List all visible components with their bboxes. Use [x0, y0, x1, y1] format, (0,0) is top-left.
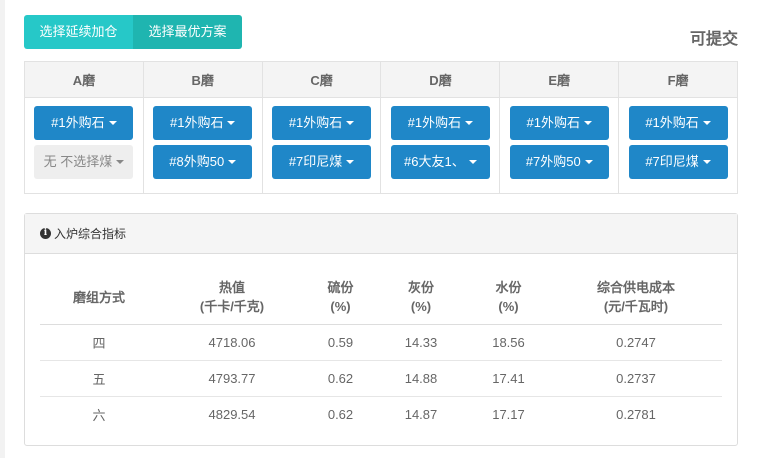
coal-select-dropdown[interactable]: #7外购50 [509, 145, 609, 179]
column-header: 综合供电成本 (元/千瓦时) [550, 271, 722, 325]
caret-down-icon [583, 121, 592, 125]
caret-down-icon [346, 121, 355, 125]
mill-header: A磨 [24, 61, 144, 98]
caret-down-icon [346, 160, 355, 164]
header-unit: (%) [498, 299, 519, 315]
coal-select-label: #6大友1、 [404, 154, 465, 169]
caret-down-icon [465, 121, 474, 125]
panel-title: 入炉综合指标 [54, 227, 127, 241]
mill-header: B磨 [142, 61, 263, 98]
table-cell: 五 [40, 360, 158, 397]
table-row: 六 4829.54 0.62 14.87 17.17 0.2781 [40, 396, 722, 432]
caret-down-icon [468, 160, 477, 164]
caret-down-icon [116, 160, 125, 164]
coal-select-dropdown[interactable]: #7印尼煤 [272, 145, 372, 179]
submit-status: 可提交 [689, 31, 738, 48]
coal-select-dropdown[interactable]: #1外购石 [153, 106, 253, 140]
left-edge [0, 0, 5, 458]
indicators-table: 磨组方式 热值 (千卡/千克) 硫份 (%) 灰份 (%) 水份 (%) 综合供电成本 (元/千瓦时… [40, 271, 722, 432]
caret-down-icon [227, 121, 236, 125]
header-name: 灰份 [407, 280, 434, 296]
coal-select-label: #7印尼煤 [645, 154, 699, 169]
column-header: 热值 (千卡/千克) [158, 271, 306, 325]
coal-select-dropdown[interactable]: #8外购50 [153, 145, 253, 179]
header-unit: (千卡/千克) [199, 299, 265, 315]
mill-header: C磨 [261, 61, 382, 98]
furnace-indicators-panel: i 入炉综合指标 磨组方式 热值 (千卡/千克) 硫份 (%) 灰份 (%) 水份 (%) 综合供… [24, 213, 738, 446]
column-header: 水份 (%) [467, 271, 550, 325]
table-cell: 0.2747 [550, 324, 722, 361]
header-unit: (%) [330, 299, 351, 315]
table-cell: 0.59 [306, 324, 375, 361]
header-name: 综合供电成本 [596, 280, 675, 296]
table-cell: 0.62 [306, 360, 375, 397]
mill-cell: #1外购石 #8外购50 [142, 97, 263, 194]
column-header: 磨组方式 [40, 271, 158, 325]
header-name: 磨组方式 [72, 289, 125, 305]
coal-select-label: #1外购石 [288, 115, 343, 130]
column-header: 硫份 (%) [306, 271, 375, 325]
coal-select-label: 无 不选择煤 [43, 154, 113, 169]
table-cell: 4829.54 [208, 406, 256, 422]
coal-select-label: #7外购50 [525, 154, 581, 169]
coal-select-label: #1外购石 [645, 115, 699, 130]
table-cell: 17.17 [492, 406, 525, 422]
panel-header: i 入炉综合指标 [25, 214, 737, 254]
mill-header: E磨 [499, 61, 620, 98]
table-cell: 18.56 [467, 324, 550, 361]
mill-cell: #1外购石 #6大友1、 [380, 97, 501, 194]
table-row: 四 4718.06 0.59 14.33 18.56 0.2747 [40, 324, 722, 361]
table-cell: 0.2781 [616, 406, 656, 422]
table-cell: 0.2737 [550, 360, 722, 397]
mill-header: F磨 [618, 61, 738, 98]
column-header: 灰份 (%) [375, 271, 467, 325]
coal-select-dropdown[interactable]: #1外购石 [390, 106, 490, 140]
coal-select-dropdown[interactable]: #1外购石 [509, 106, 609, 140]
info-circle-icon: i [40, 228, 51, 239]
header-name: 热值 [218, 280, 245, 296]
header-name: 硫份 [327, 280, 354, 296]
coal-select-dropdown[interactable]: #1外购石 [272, 106, 372, 140]
coal-select-label: #1外购石 [51, 115, 105, 130]
coal-select-dropdown[interactable]: #7印尼煤 [628, 145, 728, 179]
caret-down-icon [584, 160, 593, 164]
header-unit: (%) [410, 299, 432, 315]
table-cell: 六 [92, 407, 106, 423]
coal-select-label: #8外购50 [169, 154, 225, 169]
coal-select-label: #1外购石 [170, 115, 224, 130]
coal-select-dropdown[interactable]: #1外购石 [34, 106, 134, 140]
coal-select-dropdown[interactable]: #6大友1、 [390, 145, 490, 179]
optimal-plan-button[interactable]: 选择最优方案 [133, 15, 242, 49]
header-unit: (元/千瓦时) [603, 299, 669, 315]
table-cell: 4793.77 [158, 360, 306, 397]
table-cell: 14.88 [375, 360, 467, 397]
coal-select-label: #7印尼煤 [288, 154, 343, 169]
mill-cell: #1外购石 #7外购50 [499, 97, 620, 194]
caret-down-icon [228, 160, 237, 164]
header-name: 水份 [495, 280, 522, 296]
coal-select-dropdown[interactable]: #1外购石 [628, 106, 728, 140]
table-cell: 4718.06 [158, 324, 306, 361]
table-cell: 四 [40, 324, 158, 361]
table-cell: 0.62 [327, 406, 354, 422]
table-row: 五 4793.77 0.62 14.88 17.41 0.2737 [40, 360, 722, 397]
mill-cell: #1外购石 #7印尼煤 [618, 97, 738, 194]
mill-cell: #1外购石无 不选择煤 [24, 97, 144, 194]
coal-select-label: #1外购石 [526, 115, 580, 130]
coal-select-dropdown[interactable]: 无 不选择煤 [34, 145, 134, 179]
table-cell: 14.33 [375, 324, 467, 361]
table-cell: 14.87 [404, 406, 438, 422]
caret-down-icon [702, 121, 711, 125]
table-cell: 17.41 [467, 360, 550, 397]
action-button-group: 选择延续加仓 选择最优方案 [24, 15, 242, 49]
mill-cell: #1外购石 #7印尼煤 [261, 97, 382, 194]
caret-down-icon [108, 121, 117, 125]
mill-header: D磨 [380, 61, 501, 98]
continue-add-button[interactable]: 选择延续加仓 [24, 15, 133, 49]
coal-select-label: #1外购石 [407, 115, 462, 130]
mill-selection-table: A磨 B磨 C磨 D磨 E磨 F磨 #1外购石无 不选择煤 #1外购石 #8外购50 #1外购石… [24, 61, 738, 194]
caret-down-icon [702, 160, 711, 164]
